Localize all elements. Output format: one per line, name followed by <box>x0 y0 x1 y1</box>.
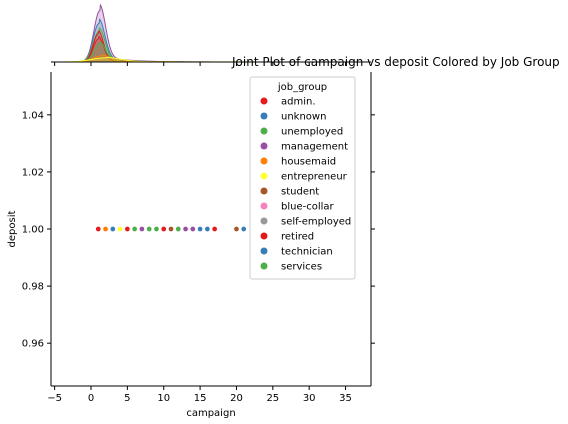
legend-marker <box>260 202 268 210</box>
legend-label: management <box>281 142 348 153</box>
point-unemployed <box>146 226 153 232</box>
y-tick-label: 0.96 <box>22 339 44 350</box>
legend-label: unknown <box>281 112 326 123</box>
x-tick-labels: −5 0 5 10 15 20 25 30 35 <box>47 393 352 404</box>
x-tick-label: 15 <box>194 393 207 404</box>
legend-label: services <box>281 262 322 273</box>
point-unknown <box>240 226 247 232</box>
marginal-kde-x <box>51 3 372 63</box>
legend-marker <box>260 187 268 195</box>
legend-marker <box>260 157 268 165</box>
point-technician <box>204 226 211 232</box>
legend-marker <box>260 247 268 255</box>
y-tick-labels: 0.96 0.98 1.00 1.02 1.04 <box>22 110 44 349</box>
point-admin- <box>124 226 131 232</box>
legend-label: housemaid <box>281 157 336 168</box>
point-unknown <box>109 226 116 232</box>
point-management <box>189 226 196 232</box>
legend-item: housemaid <box>260 157 336 168</box>
legend-item: admin. <box>260 97 316 108</box>
point-services <box>175 226 182 232</box>
legend-box <box>249 76 356 280</box>
legend: job_group admin. unknown unemployed managem… <box>249 76 356 280</box>
legend-label: retired <box>281 232 314 243</box>
legend-marker <box>260 232 268 240</box>
y-tick-label: 1.04 <box>22 110 44 121</box>
legend-marker <box>260 127 268 135</box>
point-technician <box>197 226 203 232</box>
x-tick-label: −5 <box>47 393 62 404</box>
legend-label: blue-collar <box>281 202 335 213</box>
x-tick-label: 0 <box>88 393 94 404</box>
y-axis-label: deposit <box>7 210 18 247</box>
y-tick-label: 1.02 <box>22 167 44 178</box>
legend-item: student <box>260 187 319 198</box>
legend-item: technician <box>260 247 333 258</box>
x-tick-label: 35 <box>339 393 352 404</box>
legend-marker <box>260 172 268 180</box>
marginal-x-ticks <box>54 62 347 66</box>
legend-label: admin. <box>281 97 316 108</box>
x-tick-label: 5 <box>124 393 130 404</box>
legend-item: unknown <box>260 112 326 123</box>
point-admin- <box>211 226 218 232</box>
legend-label: entrepreneur <box>281 172 348 183</box>
legend-item: entrepreneur <box>260 172 348 183</box>
legend-item: unemployed <box>260 127 343 138</box>
point-unemployed <box>131 226 138 232</box>
scatter-points <box>95 226 247 232</box>
point-retired <box>160 226 167 232</box>
point-unemployed <box>153 226 160 232</box>
legend-label: student <box>281 187 319 198</box>
legend-label: self-employed <box>281 217 351 228</box>
legend-item: retired <box>260 232 314 243</box>
legend-marker <box>260 112 268 120</box>
legend-marker <box>260 97 268 105</box>
legend-item: management <box>260 142 348 153</box>
legend-marker <box>260 262 268 270</box>
point-management <box>139 226 145 232</box>
point-management <box>182 226 189 232</box>
x-axis-label: campaign <box>186 408 235 419</box>
chart-title: Joint Plot of campaign vs deposit Colore… <box>231 55 560 69</box>
legend-item: self-employed <box>260 217 351 228</box>
legend-item: services <box>260 262 322 273</box>
y-tick-label: 1.00 <box>22 225 44 236</box>
legend-label: technician <box>281 247 333 258</box>
point-entrepreneur <box>117 226 123 232</box>
x-tick-label: 30 <box>303 393 316 404</box>
main-axes <box>47 72 375 390</box>
point-admin- <box>95 226 102 232</box>
legend-title: job_group <box>277 82 327 93</box>
y-tick-label: 0.98 <box>22 282 44 293</box>
point-student <box>168 226 174 232</box>
point-housemaid <box>102 226 109 232</box>
legend-label: unemployed <box>281 127 343 138</box>
x-tick-label: 10 <box>157 393 170 404</box>
x-tick-label: 20 <box>230 393 243 404</box>
legend-marker <box>260 217 268 225</box>
legend-marker <box>260 142 268 150</box>
legend-item: blue-collar <box>260 202 335 213</box>
x-tick-label: 25 <box>266 393 279 404</box>
point-student <box>233 226 240 232</box>
